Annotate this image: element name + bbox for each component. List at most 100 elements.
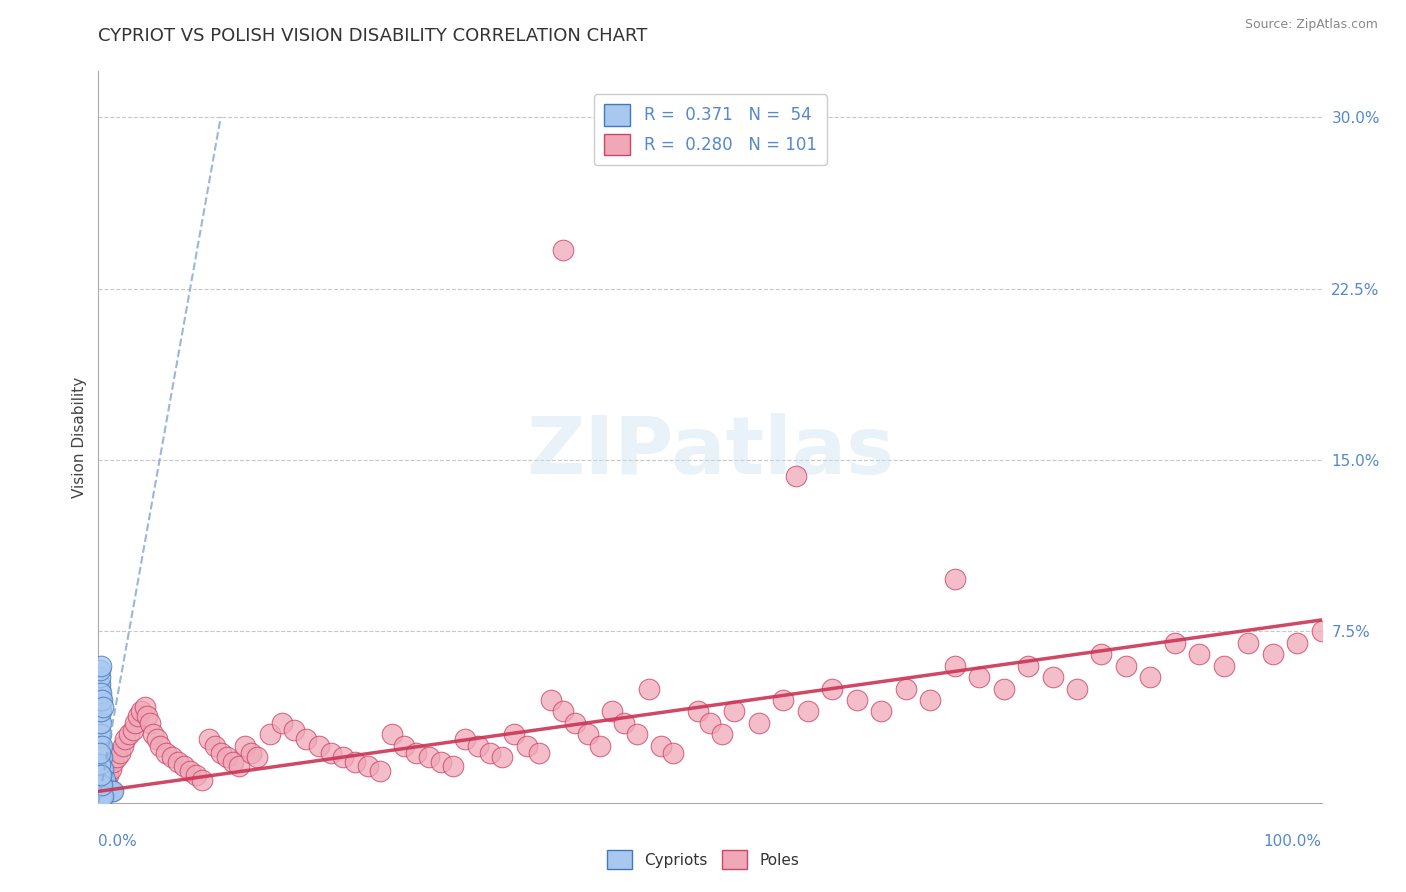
Text: ZIPatlas: ZIPatlas: [526, 413, 894, 491]
Point: [100, 784, 122, 798]
Point: [785, 469, 807, 483]
Point: [89, 772, 111, 787]
Point: [699, 715, 721, 730]
Point: [215, 750, 238, 764]
Point: [91, 762, 114, 776]
Point: [197, 731, 219, 746]
Point: [134, 699, 156, 714]
Point: [283, 723, 305, 737]
Point: [920, 693, 942, 707]
Point: [441, 759, 464, 773]
Point: [967, 670, 990, 684]
Point: [240, 746, 263, 760]
Point: [121, 723, 143, 737]
Point: [993, 681, 1015, 696]
Point: [368, 764, 391, 778]
Point: [943, 572, 966, 586]
Point: [89, 756, 111, 771]
Point: [129, 705, 152, 719]
Point: [228, 759, 250, 773]
Point: [662, 746, 685, 760]
Point: [89, 750, 111, 764]
Point: [90, 768, 112, 782]
Point: [1066, 681, 1088, 696]
Point: [91, 789, 114, 803]
Point: [100, 762, 122, 776]
Point: [89, 762, 111, 776]
Point: [686, 705, 709, 719]
Point: [91, 699, 114, 714]
Legend: R =  0.371   N =  54, R =  0.280   N = 101: R = 0.371 N = 54, R = 0.280 N = 101: [593, 95, 827, 166]
Point: [94, 772, 117, 787]
Point: [392, 739, 416, 753]
Point: [270, 715, 294, 730]
Point: [259, 727, 281, 741]
Point: [540, 693, 562, 707]
Point: [110, 746, 132, 760]
Point: [90, 772, 112, 787]
Point: [89, 677, 111, 691]
Point: [155, 746, 177, 760]
Point: [90, 686, 112, 700]
Point: [748, 715, 770, 730]
Point: [613, 715, 636, 730]
Point: [124, 715, 146, 730]
Point: [90, 727, 112, 741]
Point: [139, 715, 162, 730]
Point: [136, 709, 159, 723]
Point: [149, 739, 172, 753]
Point: [638, 681, 661, 696]
Point: [90, 784, 112, 798]
Point: [160, 750, 183, 764]
Point: [772, 693, 794, 707]
Point: [600, 705, 623, 719]
Point: [553, 243, 575, 257]
Point: [173, 759, 195, 773]
Point: [650, 739, 672, 753]
Point: [381, 727, 404, 741]
Point: [127, 709, 149, 723]
Point: [1090, 647, 1112, 661]
Point: [90, 658, 112, 673]
Point: [89, 693, 111, 707]
Point: [89, 663, 111, 677]
Point: [91, 772, 114, 787]
Point: [515, 739, 537, 753]
Point: [430, 755, 453, 769]
Point: [821, 681, 844, 696]
Point: [454, 731, 477, 746]
Point: [101, 784, 124, 798]
Point: [222, 755, 245, 769]
Point: [191, 772, 214, 787]
Point: [118, 727, 141, 741]
Point: [101, 784, 124, 798]
Point: [105, 750, 128, 764]
Point: [233, 739, 256, 753]
Point: [90, 750, 112, 764]
Point: [295, 731, 318, 746]
Point: [111, 739, 134, 753]
Point: [209, 746, 232, 760]
Point: [97, 784, 120, 798]
Point: [90, 715, 112, 730]
Point: [204, 739, 226, 753]
Point: [1261, 647, 1284, 661]
Point: [90, 784, 112, 798]
Point: [142, 727, 165, 741]
Point: [179, 764, 201, 778]
Y-axis label: Vision Disability: Vision Disability: [72, 376, 87, 498]
Point: [1188, 647, 1211, 661]
Point: [93, 772, 115, 787]
Point: [308, 739, 330, 753]
Point: [89, 739, 111, 753]
Point: [91, 777, 114, 792]
Point: [553, 705, 575, 719]
Point: [418, 750, 440, 764]
Text: 100.0%: 100.0%: [1264, 834, 1322, 849]
Point: [101, 755, 124, 769]
Point: [491, 750, 513, 764]
Point: [97, 768, 120, 782]
Point: [589, 739, 612, 753]
Point: [478, 746, 501, 760]
Point: [93, 784, 115, 798]
